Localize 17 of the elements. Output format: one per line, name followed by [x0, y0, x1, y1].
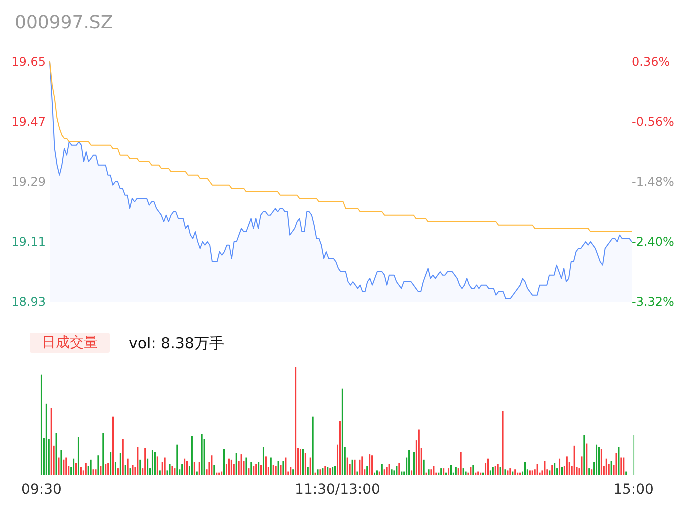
y2-tick-label: -2.40% — [632, 235, 674, 249]
y-tick-label: 19.47 — [12, 115, 46, 129]
chart-subtitle: vol: 8.38万手 — [129, 334, 224, 352]
chart-title: 000997.SZ — [15, 12, 114, 34]
x-tick-label: 09:30 — [22, 482, 62, 498]
line-series — [50, 62, 632, 232]
y-tick-label: 19.11 — [12, 235, 46, 249]
y2-tick-label: -3.32% — [632, 295, 674, 309]
y2-tick-label: -0.56% — [632, 115, 674, 129]
y2-tick-label: 0.36% — [632, 55, 670, 69]
y-tick-label: 19.65 — [12, 55, 46, 69]
y-tick-label: 19.29 — [12, 175, 46, 189]
y-tick-label: 18.93 — [12, 295, 46, 309]
x-tick-label: 15:00 — [614, 482, 654, 498]
x-tick-label: 11:30/13:00 — [295, 482, 380, 498]
y2-tick-label: -1.48% — [632, 175, 674, 189]
chart-title: 日成交量 — [42, 335, 98, 351]
